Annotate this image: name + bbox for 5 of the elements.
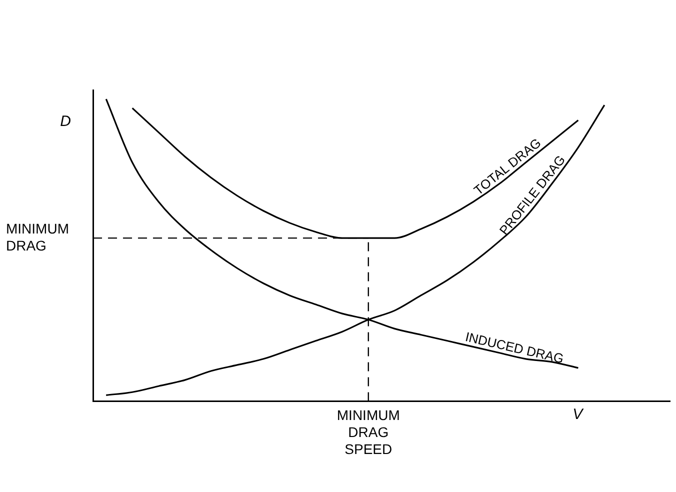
- y-axis-title: D: [60, 113, 72, 130]
- x-axis-title: V: [572, 406, 585, 423]
- text: INDUCED DRAG: [464, 329, 566, 366]
- ref-line-label: MINIMUM DRAG: [6, 220, 69, 254]
- text: MINIMUM DRAG SPEED: [336, 407, 400, 458]
